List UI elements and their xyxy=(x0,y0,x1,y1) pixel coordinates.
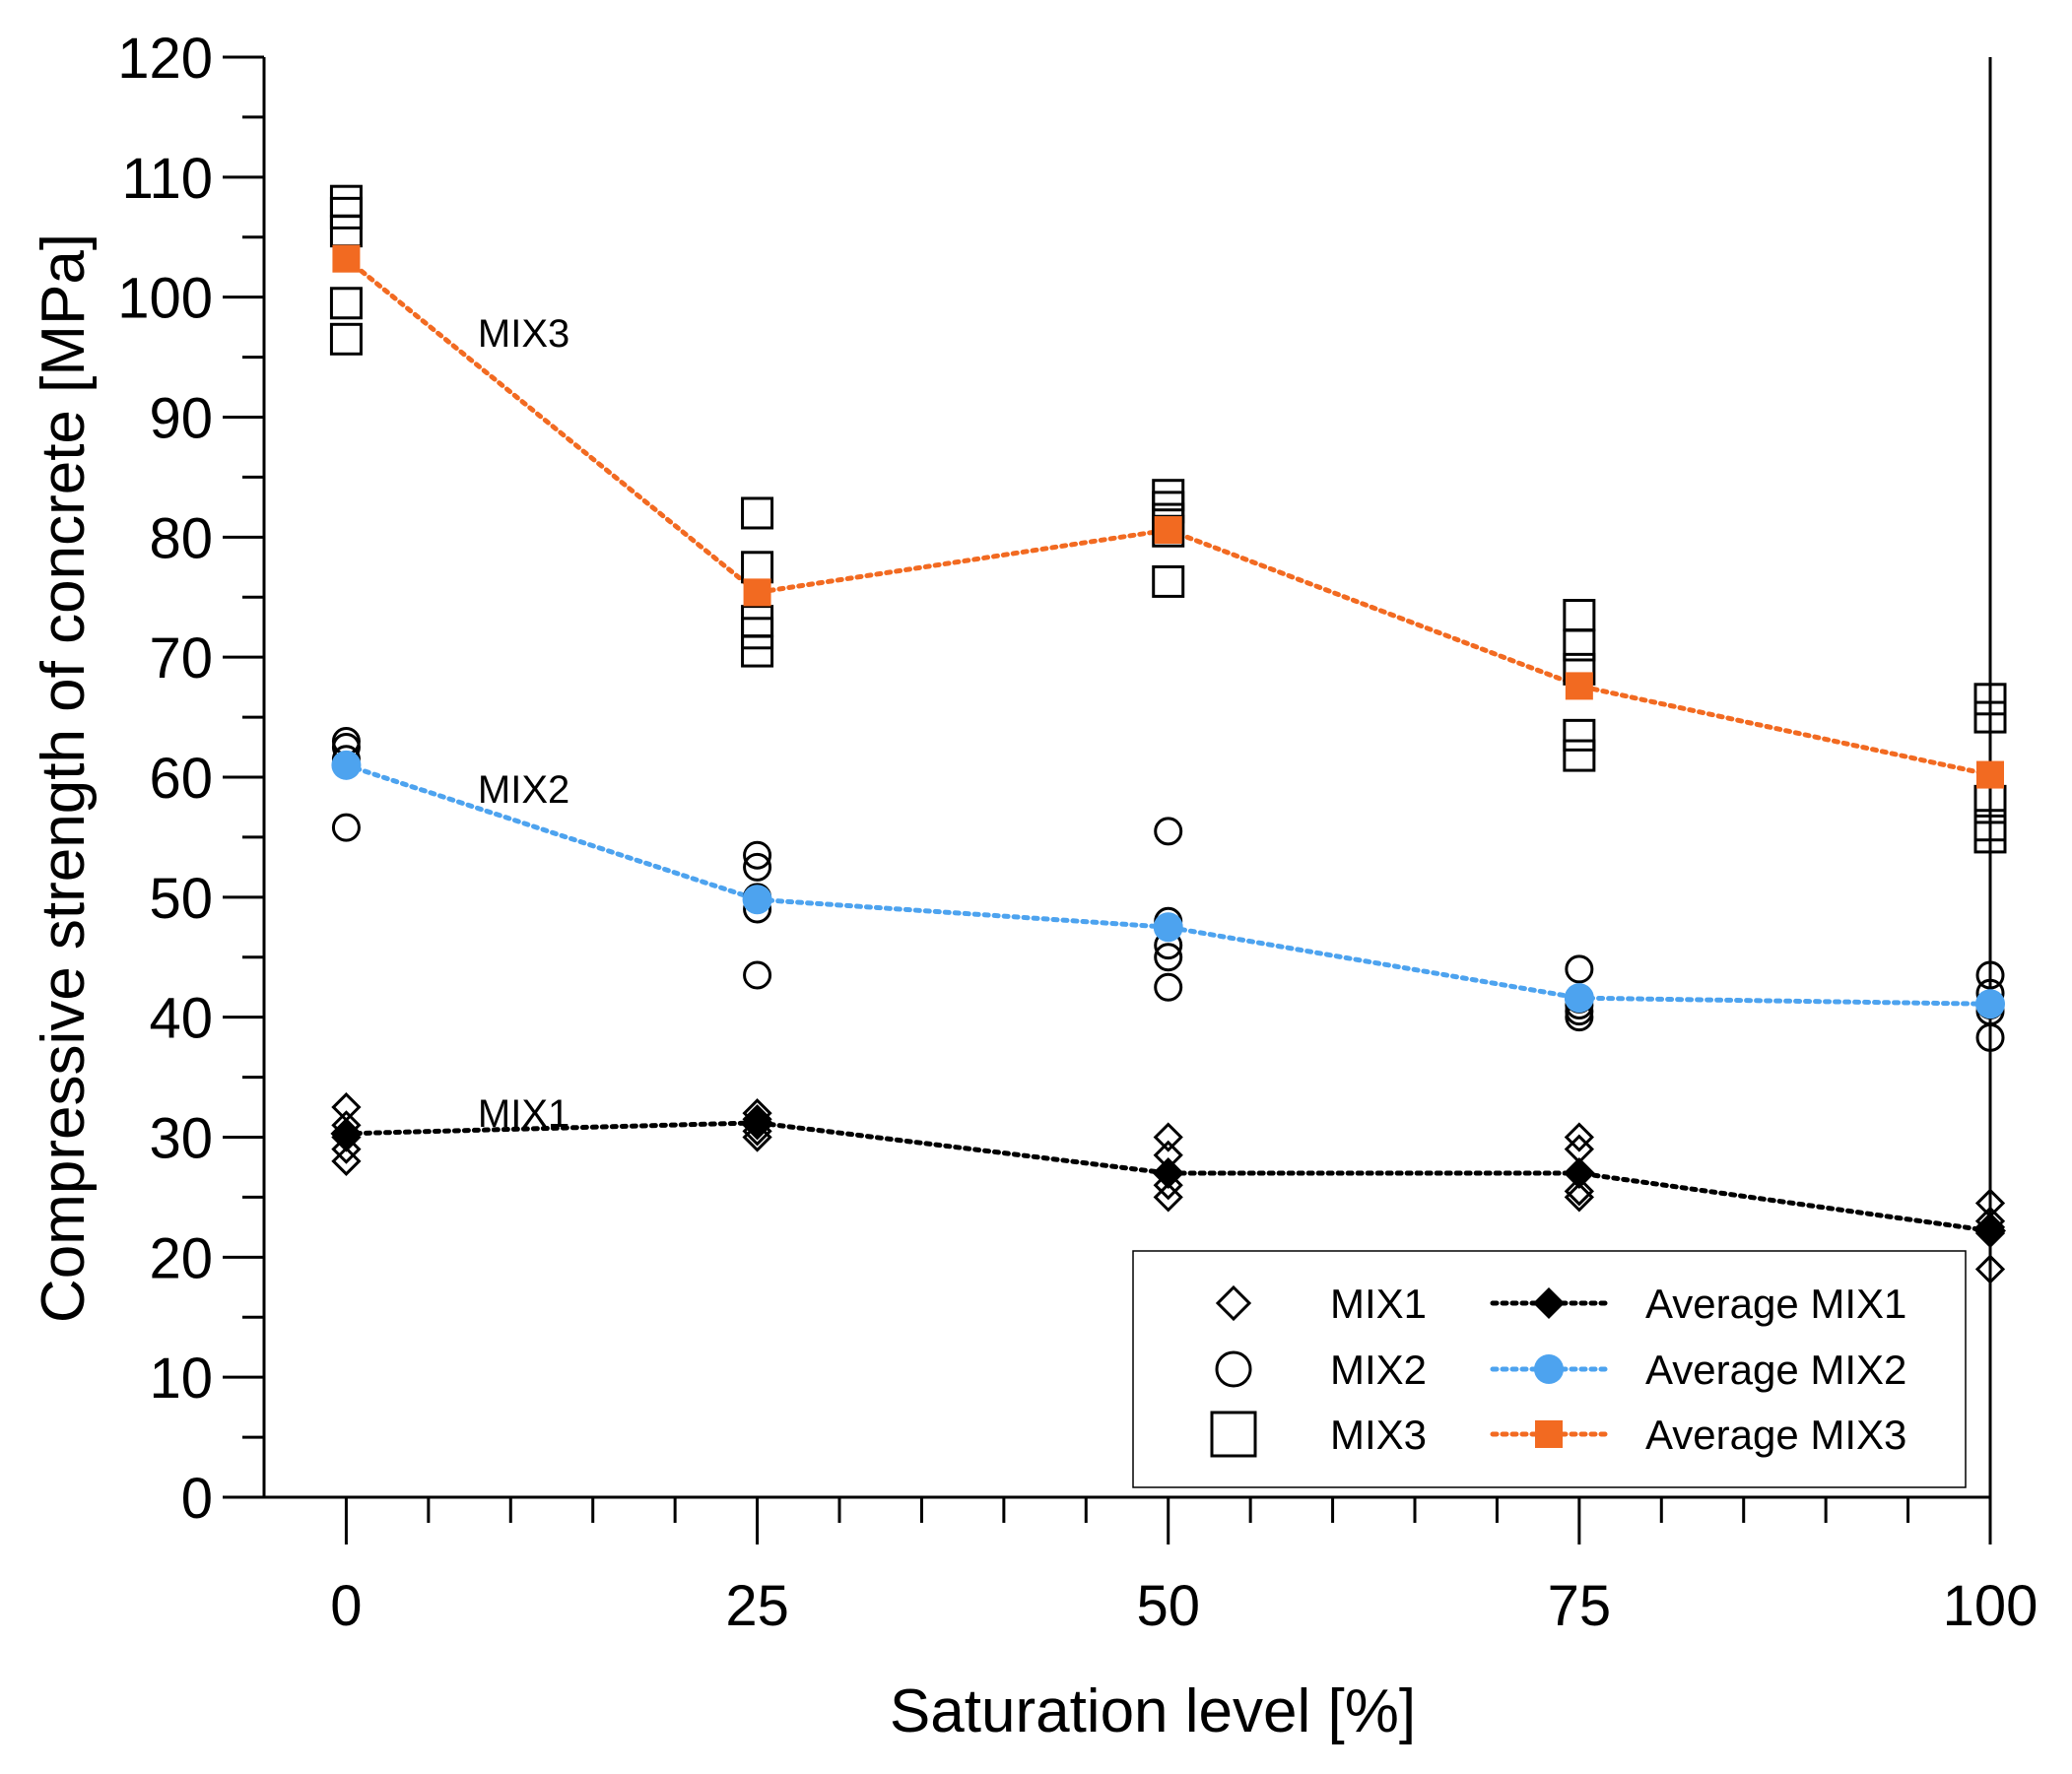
y-tick-label: 70 xyxy=(149,626,213,690)
x-tick-label: 25 xyxy=(725,1574,789,1638)
annotations: MIX3 MIX2 MIX1 xyxy=(478,312,569,1136)
mix3-point xyxy=(741,551,774,584)
average-markers xyxy=(330,244,2006,1247)
mix2-point xyxy=(1154,817,1183,846)
mix2-point xyxy=(1154,972,1183,1002)
mix1-point xyxy=(331,1146,362,1176)
legend-label-mix2: MIX2 xyxy=(1330,1347,1427,1393)
y-axis-label: Compressive strength of concrete [MPa] xyxy=(30,233,98,1323)
mix3-point xyxy=(1563,599,1596,632)
legend-marker-average-mix2 xyxy=(1534,1354,1564,1384)
mix1-point xyxy=(1974,1254,2006,1284)
average-mix2-marker xyxy=(742,885,772,915)
average-mix3-marker xyxy=(1565,672,1593,700)
mix3-point xyxy=(741,617,774,650)
average-mix2-marker xyxy=(1153,912,1183,943)
annotation-mix2: MIX2 xyxy=(478,768,569,812)
mix3-point xyxy=(1563,718,1596,752)
average-mix2-marker xyxy=(331,750,362,780)
y-tick-label: 30 xyxy=(149,1107,213,1171)
mix2-point xyxy=(743,960,772,990)
legend-label-mix3: MIX3 xyxy=(1330,1412,1427,1458)
mix2-point xyxy=(1975,1022,2005,1052)
annotation-mix3: MIX3 xyxy=(478,312,569,356)
legend-label-mix1: MIX1 xyxy=(1330,1281,1427,1327)
y-tick-label: 90 xyxy=(149,387,213,451)
mix3-point xyxy=(1973,683,2007,716)
mix3-point xyxy=(1563,628,1596,662)
mix2-point xyxy=(1154,943,1183,972)
scatter-points xyxy=(329,184,2007,1284)
average-mix1-marker xyxy=(1974,1215,2006,1247)
mix3-point xyxy=(1152,564,1185,598)
legend-marker-average-mix1 xyxy=(1533,1287,1565,1319)
mix1-point xyxy=(1564,1176,1594,1207)
y-tick-label: 120 xyxy=(117,27,213,91)
average-mix3-marker xyxy=(332,244,361,273)
mix3-point xyxy=(741,634,774,668)
mix1-point xyxy=(1153,1182,1183,1213)
mix3-point xyxy=(329,322,363,356)
y-tick-label: 50 xyxy=(149,867,213,931)
mix2-point xyxy=(1565,954,1594,984)
y-tick-label: 100 xyxy=(117,267,213,331)
y-tick-label: 0 xyxy=(181,1467,213,1531)
x-tick-label: 0 xyxy=(330,1574,362,1638)
y-tick-label: 110 xyxy=(122,147,213,211)
average-mix2-marker xyxy=(1975,989,2005,1019)
average-mix2-line xyxy=(343,762,1993,1007)
y-axis-ticks: 0 10 20 30 40 50 60 70 80 90 100 110 120 xyxy=(117,27,264,1531)
mix3-point xyxy=(1563,739,1596,772)
x-axis-ticks: 0 25 50 75 100 xyxy=(330,1497,2038,1638)
mix3-point xyxy=(329,215,363,248)
legend-marker-mix3 xyxy=(1210,1411,1257,1458)
average-mix1-marker xyxy=(1563,1157,1595,1190)
mix2-point xyxy=(743,840,772,870)
average-lines xyxy=(343,256,1993,1234)
y-tick-label: 80 xyxy=(149,506,213,570)
average-mix1-marker xyxy=(1152,1157,1184,1190)
average-mix1-marker xyxy=(330,1117,363,1150)
mix1-point xyxy=(1153,1122,1183,1152)
mix2-point xyxy=(743,852,772,882)
average-mix2-marker xyxy=(1564,983,1594,1014)
mix3-point xyxy=(329,287,363,320)
y-tick-label: 10 xyxy=(149,1347,213,1411)
legend-label-average-mix3: Average MIX3 xyxy=(1645,1412,1906,1458)
mix3-point xyxy=(741,605,774,638)
legend-label-average-mix2: Average MIX2 xyxy=(1645,1347,1906,1393)
legend: MIX1 MIX2 MIX3 Average MIX1 Average MIX2 Aver… xyxy=(1132,1250,1967,1488)
average-mix3-marker xyxy=(1976,760,2004,789)
x-tick-label: 75 xyxy=(1548,1574,1612,1638)
y-tick-label: 60 xyxy=(149,747,213,811)
mix3-point xyxy=(741,496,774,530)
legend-marker-mix1 xyxy=(1215,1284,1252,1322)
mix1-point xyxy=(331,1091,362,1123)
y-tick-label: 20 xyxy=(149,1226,213,1290)
mix3-point xyxy=(1973,700,2007,734)
mix1-point xyxy=(1564,1122,1594,1152)
average-mix3-marker xyxy=(1154,516,1182,545)
legend-marker-mix2 xyxy=(1215,1350,1252,1388)
average-mix3-marker xyxy=(743,578,771,607)
mix3-point xyxy=(1973,821,2007,854)
mix1-point xyxy=(742,1122,772,1152)
mix3-point xyxy=(329,196,363,230)
average-mix1-marker xyxy=(741,1106,773,1139)
mix1-point xyxy=(331,1134,362,1164)
x-axis-label: Saturation level [%] xyxy=(890,1677,1416,1745)
mix2-point xyxy=(331,813,361,842)
mix1-point xyxy=(1153,1170,1183,1201)
legend-marker-average-mix3 xyxy=(1535,1420,1563,1448)
mix2-point xyxy=(1975,960,2005,990)
x-tick-label: 100 xyxy=(1943,1574,2039,1638)
mix3-point xyxy=(329,184,363,218)
legend-label-average-mix1: Average MIX1 xyxy=(1645,1281,1906,1327)
x-tick-label: 50 xyxy=(1136,1574,1200,1638)
annotation-mix1: MIX1 xyxy=(478,1092,569,1136)
y-tick-label: 40 xyxy=(149,987,213,1051)
mix1-point xyxy=(1564,1182,1594,1213)
